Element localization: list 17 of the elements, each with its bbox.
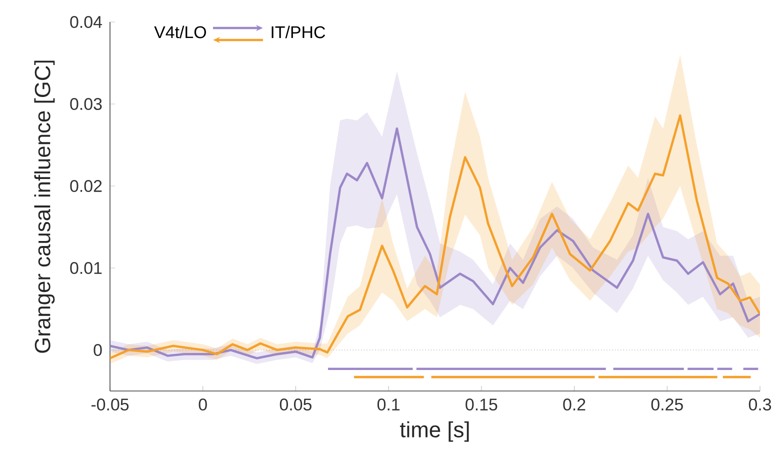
- x-tick-label: 0: [198, 398, 207, 411]
- y-tick-label: 0: [94, 344, 102, 356]
- annotation: IT/PHC: [272, 26, 326, 38]
- x-tick-label: 0.3: [748, 398, 772, 411]
- x-tick-label: -0.05: [91, 398, 129, 411]
- x-tick-label: 0.2: [563, 398, 586, 411]
- x-tick-label: 0.15: [466, 398, 498, 411]
- x-axis-title: time [s]: [400, 421, 469, 442]
- y-tick-label: 0.03: [70, 98, 102, 110]
- x-tick-label: 0.05: [280, 398, 312, 411]
- annotation: V4t/LO: [154, 26, 206, 38]
- y-tick-label: 0.01: [70, 262, 102, 274]
- x-tick-label: 0.25: [651, 398, 683, 411]
- x-tick-label: 0.1: [377, 398, 400, 411]
- y-axis-title: Granger causal influence [GC]: [34, 60, 55, 353]
- y-tick-label: 0.04: [70, 16, 102, 28]
- y-tick-label: 0.02: [70, 180, 102, 192]
